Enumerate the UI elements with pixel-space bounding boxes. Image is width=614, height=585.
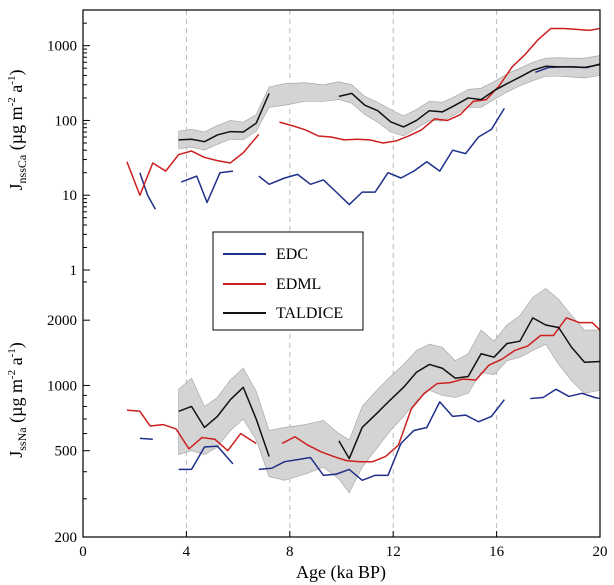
legend: EDC EDML TALDICE	[212, 231, 364, 331]
top-y-axis-title-base: J	[6, 183, 26, 190]
bottom-edml-line-segment-2	[281, 317, 601, 463]
bottom-edc-line-segment-3	[258, 399, 505, 482]
bottom-y-axis-title-unit: (µg m	[6, 379, 27, 427]
bottom-y-axis-title-sup2: -1	[6, 348, 18, 357]
bottom-y-tick-label-500: 500	[55, 444, 78, 460]
top-y-axis-title-sup1: -2	[6, 97, 18, 106]
bottom-y-tick-label-1000: 1000	[47, 378, 77, 394]
top-y-tick-label-1: 1	[70, 263, 78, 279]
x-tick-label-8: 8	[286, 544, 294, 560]
bottom-y-tick-label-200: 200	[55, 530, 78, 546]
bottom-edml-line-segment-1	[126, 409, 257, 452]
top-y-tick-label-100: 100	[55, 113, 78, 129]
top-edml-line-segment-2	[279, 27, 601, 144]
bottom-y-axis-title: JssNa (µg m-2 a-1)	[6, 342, 29, 458]
top-y-axis-title-sub: nssCa	[15, 154, 29, 183]
legend-label-edml: EDML	[276, 276, 321, 293]
top-y-tick-label-1000: 1000	[47, 39, 77, 55]
bottom-y-axis-title-base: J	[6, 451, 26, 458]
top-y-axis-title: JnssCa (µg m-2 a-1)	[6, 70, 29, 191]
bottom-y-axis-title-sup1: -2	[6, 370, 18, 379]
bottom-y-axis-title-mid: a	[6, 357, 26, 370]
axis-tick-labels: 0 4 8 12 16 20 1 10 100 1000 200 500 1000 2000	[47, 39, 608, 560]
top-y-axis-title-end: )	[6, 70, 27, 76]
top-y-axis-title-sup2: -1	[6, 76, 18, 85]
top-edc-line-segment-3	[258, 107, 505, 206]
legend-label-taldice: TALDICE	[276, 305, 343, 322]
legend-label-edc: EDC	[276, 246, 308, 263]
plot-frame	[82, 9, 601, 538]
x-axis-title: Age (ka BP)	[296, 562, 386, 583]
bottom-taldice-line-segment-2	[338, 317, 601, 460]
x-tick-label-4: 4	[183, 544, 191, 560]
bottom-edc-line-segment-1	[139, 437, 153, 440]
top-edc-line-segment-1	[139, 172, 157, 210]
x-tick-label-12: 12	[386, 544, 401, 560]
x-tick-label-16: 16	[489, 544, 505, 560]
top-edc-line-segment-2	[180, 170, 234, 204]
top-edml-line-segment-1	[126, 133, 260, 196]
bottom-edc-line-segment-4	[530, 388, 601, 400]
bottom-y-axis-title-sub: ssNa	[15, 427, 29, 451]
x-tick-label-0: 0	[79, 544, 87, 560]
top-taldice-line-segment-1	[178, 93, 270, 143]
top-y-tick-label-10: 10	[62, 188, 77, 204]
x-tick-label-20: 20	[593, 544, 608, 560]
top-y-axis-title-unit: (µg m	[6, 106, 27, 154]
bottom-y-axis-title-end: )	[6, 342, 27, 348]
top-y-axis-title-mid: a	[6, 85, 26, 98]
bottom-taldice-line-segment-1	[178, 386, 270, 457]
axis-ticks	[82, 9, 601, 538]
top-taldice-line-segment-2	[338, 63, 601, 128]
bottom-y-tick-label-2000: 2000	[47, 313, 77, 329]
bottom-edc-line-segment-2	[178, 445, 234, 471]
series-lines	[126, 27, 601, 482]
